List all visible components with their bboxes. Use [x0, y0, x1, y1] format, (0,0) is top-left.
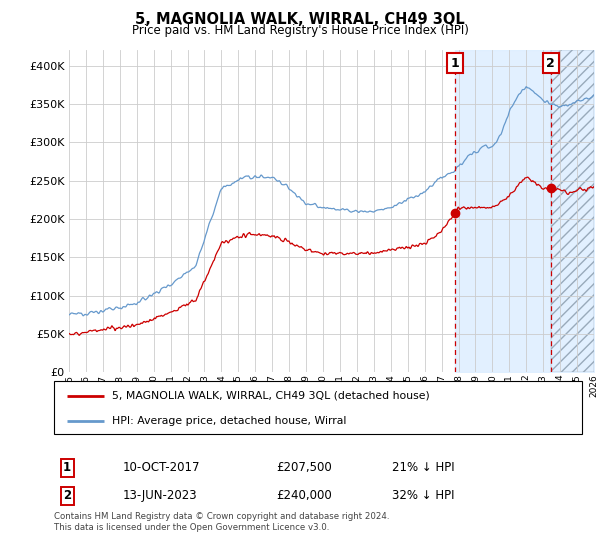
Text: 21% ↓ HPI: 21% ↓ HPI: [392, 461, 455, 474]
Text: £207,500: £207,500: [276, 461, 332, 474]
Text: 5, MAGNOLIA WALK, WIRRAL, CH49 3QL (detached house): 5, MAGNOLIA WALK, WIRRAL, CH49 3QL (deta…: [112, 391, 430, 401]
FancyBboxPatch shape: [54, 381, 582, 434]
Text: 1: 1: [451, 57, 459, 70]
Text: Contains HM Land Registry data © Crown copyright and database right 2024.
This d: Contains HM Land Registry data © Crown c…: [54, 512, 389, 532]
Text: Price paid vs. HM Land Registry's House Price Index (HPI): Price paid vs. HM Land Registry's House …: [131, 24, 469, 37]
Text: HPI: Average price, detached house, Wirral: HPI: Average price, detached house, Wirr…: [112, 416, 346, 426]
Text: 5, MAGNOLIA WALK, WIRRAL, CH49 3QL: 5, MAGNOLIA WALK, WIRRAL, CH49 3QL: [135, 12, 465, 27]
Text: £240,000: £240,000: [276, 489, 332, 502]
Text: 1: 1: [63, 461, 71, 474]
Text: 2: 2: [63, 489, 71, 502]
Text: 10-OCT-2017: 10-OCT-2017: [122, 461, 200, 474]
Text: 2: 2: [547, 57, 555, 70]
Text: 32% ↓ HPI: 32% ↓ HPI: [392, 489, 454, 502]
Text: 13-JUN-2023: 13-JUN-2023: [122, 489, 197, 502]
